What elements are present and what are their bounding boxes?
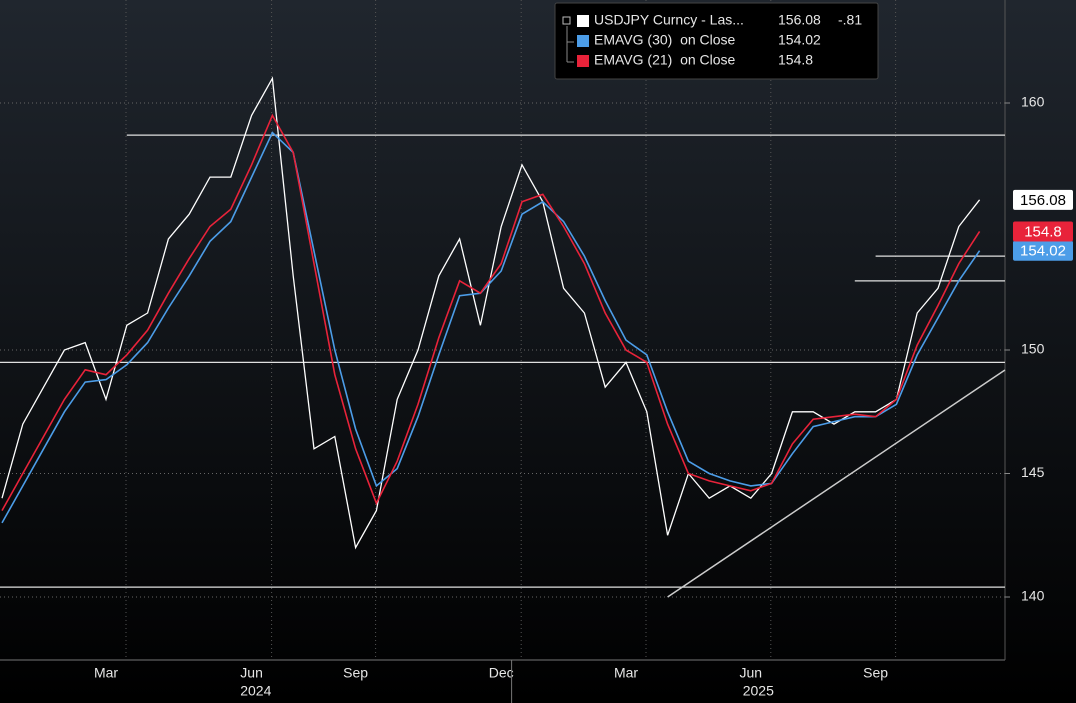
x-tick-label: Sep xyxy=(863,665,888,681)
last-value-tag xyxy=(1013,240,1073,261)
y-tick-label: 140 xyxy=(1021,588,1045,604)
legend-swatch xyxy=(577,35,589,47)
legend-swatch xyxy=(577,55,589,67)
y-tick-label: 150 xyxy=(1021,341,1045,357)
year-label: 2024 xyxy=(240,683,271,699)
legend-value: 154.8 xyxy=(778,52,813,68)
trendline xyxy=(667,369,1006,598)
legend-label: EMAVG (30) on Close xyxy=(594,32,736,48)
legend-box xyxy=(554,2,879,80)
legend: USDJPY Curncy - Las... 156.08 -.81 EMAVG (3… xyxy=(554,2,879,80)
legend-icon xyxy=(562,16,571,25)
last-value-tag xyxy=(1013,189,1073,210)
legend-label: USDJPY Curncy - Las... xyxy=(594,12,744,28)
legend-tree xyxy=(566,26,574,63)
legend-value: 156.08 xyxy=(778,12,821,28)
legend-label: EMAVG (21) on Close xyxy=(594,52,736,68)
x-tick-label: Jun xyxy=(740,665,763,681)
y-tick-label: 145 xyxy=(1021,464,1045,480)
series-line xyxy=(1,76,981,550)
legend-change: -.81 xyxy=(838,12,862,28)
last-value-label: 156.08 xyxy=(1020,192,1066,209)
last-value-tag xyxy=(1013,221,1073,242)
series-line xyxy=(1,131,981,524)
legend-swatch xyxy=(577,15,589,27)
last-value-label: 154.02 xyxy=(1020,243,1066,260)
x-tick-label: Jun xyxy=(240,665,263,681)
year-label: 2025 xyxy=(743,683,774,699)
last-value-label: 154.8 xyxy=(1024,223,1062,240)
y-tick-label: 160 xyxy=(1021,94,1045,110)
x-tick-label: Mar xyxy=(614,665,638,681)
x-tick-label: Sep xyxy=(343,665,368,681)
series-line xyxy=(1,113,981,511)
x-tick-label: Dec xyxy=(489,665,514,681)
legend-value: 154.02 xyxy=(778,32,821,48)
x-tick-label: Mar xyxy=(94,665,118,681)
